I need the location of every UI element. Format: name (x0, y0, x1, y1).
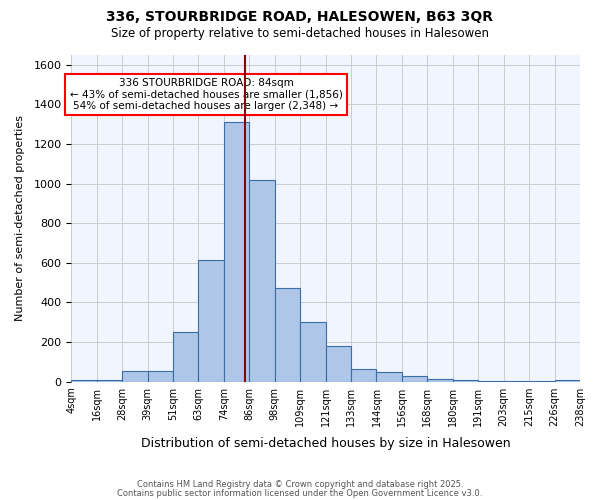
Bar (249, 180, 275, 382)
X-axis label: Distribution of semi-detached houses by size in Halesowen: Distribution of semi-detached houses by … (141, 437, 511, 450)
Text: 336, STOURBRIDGE ROAD, HALESOWEN, B63 3QR: 336, STOURBRIDGE ROAD, HALESOWEN, B63 3Q… (107, 10, 493, 24)
Bar (503, 380, 529, 382)
Text: Contains public sector information licensed under the Open Government Licence v3: Contains public sector information licen… (118, 488, 482, 498)
Text: 336 STOURBRIDGE ROAD: 84sqm
← 43% of semi-detached houses are smaller (1,856)
54: 336 STOURBRIDGE ROAD: 84sqm ← 43% of sem… (70, 78, 343, 111)
Bar (71, 380, 97, 382)
Y-axis label: Number of semi-detached properties: Number of semi-detached properties (15, 116, 25, 322)
Text: Contains HM Land Registry data © Crown copyright and database right 2025.: Contains HM Land Registry data © Crown c… (137, 480, 463, 489)
Bar (199, 260, 224, 382)
Bar (300, 322, 326, 382)
Bar (97, 380, 122, 382)
Bar (376, 372, 402, 382)
Bar (453, 380, 478, 382)
Bar (326, 346, 351, 382)
Bar (122, 371, 148, 382)
Bar (554, 380, 580, 382)
Bar (275, 288, 300, 382)
Bar (529, 380, 554, 382)
Bar (224, 122, 249, 382)
Bar (173, 332, 199, 382)
Bar (402, 376, 427, 382)
Bar (351, 369, 376, 382)
Bar (148, 371, 173, 382)
Bar (427, 380, 453, 382)
Text: Size of property relative to semi-detached houses in Halesowen: Size of property relative to semi-detach… (111, 28, 489, 40)
Bar (478, 380, 503, 382)
